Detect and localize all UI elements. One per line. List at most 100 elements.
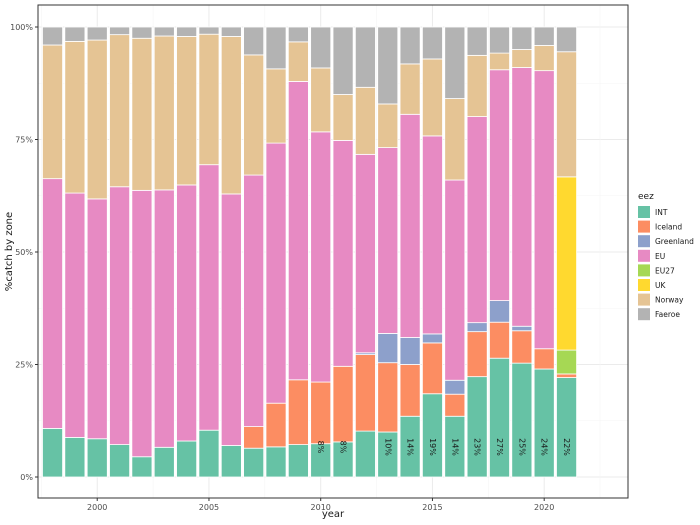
bar-eu-2000 xyxy=(86,198,108,440)
bar-int-2008 xyxy=(265,446,287,478)
data-label-2015: 19% xyxy=(428,438,437,456)
legend-key-norway xyxy=(638,293,650,306)
data-label-2018: 27% xyxy=(495,438,504,456)
bar-eu-2013 xyxy=(377,147,399,334)
bar-iceland-2012 xyxy=(354,354,376,432)
bar-iceland-2016 xyxy=(444,393,466,417)
bar-iceland-2013 xyxy=(377,362,399,433)
bar-int-2001 xyxy=(109,444,131,478)
bar-int-2018 xyxy=(489,357,510,478)
bar-iceland-2018 xyxy=(489,321,510,359)
bar-norway-2017 xyxy=(466,54,488,117)
bar-int-2002 xyxy=(131,456,153,478)
bar-norway-2011 xyxy=(332,94,354,141)
x-axis-title: year xyxy=(322,509,345,520)
bar-norway-1998 xyxy=(42,44,63,180)
legend-key-eu xyxy=(638,249,650,262)
bar-eu-2015 xyxy=(421,135,443,335)
bar-int-2021 xyxy=(556,377,577,478)
bar-int-2000 xyxy=(86,438,108,478)
bar-norway-2008 xyxy=(265,68,287,144)
legend-label-eu: EU xyxy=(655,252,665,261)
legend-key-faeroe xyxy=(638,308,650,321)
legend-title: eez xyxy=(638,192,654,202)
bar-int-2005 xyxy=(198,429,220,478)
bar-greenland-2014 xyxy=(399,337,421,365)
bar-eu27-2021 xyxy=(556,349,577,375)
y-tick-label: 50% xyxy=(15,248,33,257)
bar-iceland-2019 xyxy=(511,330,533,364)
bar-uk-2021 xyxy=(556,176,577,351)
bar-int-2009 xyxy=(287,444,309,478)
bar-norway-2018 xyxy=(489,52,510,71)
bar-iceland-2017 xyxy=(466,331,488,378)
bar-norway-2003 xyxy=(153,35,175,191)
bar-faeroe-2019 xyxy=(511,26,533,50)
bar-eu-2014 xyxy=(399,113,421,338)
bar-greenland-2015 xyxy=(421,333,443,344)
data-label-2016: 14% xyxy=(450,438,459,456)
bar-int-2017 xyxy=(466,376,488,478)
x-tick-label: 2005 xyxy=(199,503,219,512)
bar-eu-2017 xyxy=(466,116,488,324)
bar-faeroe-1999 xyxy=(64,26,86,42)
bar-eu-2003 xyxy=(153,189,175,448)
bar-greenland-2013 xyxy=(377,333,399,364)
data-label-2013: 10% xyxy=(383,438,392,456)
y-tick-label: 100% xyxy=(10,23,33,32)
bar-iceland-2014 xyxy=(399,364,421,417)
bar-faeroe-2020 xyxy=(533,26,555,46)
legend-label-norway: Norway xyxy=(655,296,684,305)
bar-norway-2021 xyxy=(556,51,577,178)
bar-int-1999 xyxy=(64,436,86,478)
y-tick-label: 0% xyxy=(20,473,33,482)
bar-int-2019 xyxy=(511,362,533,478)
bar-eu-2005 xyxy=(198,164,220,431)
bar-faeroe-2008 xyxy=(265,26,287,70)
bar-eu-2010 xyxy=(310,131,332,383)
data-label-2020: 24% xyxy=(540,438,549,456)
x-axis: 2000 2005 2010 2015 2020 xyxy=(87,498,554,512)
bar-int-2007 xyxy=(243,447,265,478)
data-label-2011: 8% xyxy=(339,441,348,454)
bar-eu-2009 xyxy=(287,81,309,381)
bar-eu-1998 xyxy=(42,178,63,429)
bar-eu-2019 xyxy=(511,67,533,327)
bar-greenland-2019 xyxy=(511,325,533,332)
bar-int-2004 xyxy=(176,440,198,478)
bar-iceland-2009 xyxy=(287,379,309,445)
bar-eu-2016 xyxy=(444,179,466,381)
legend-label-int: INT xyxy=(655,208,668,217)
bar-faeroe-2011 xyxy=(332,26,354,95)
bar-faeroe-2002 xyxy=(131,26,153,39)
bar-faeroe-2015 xyxy=(421,26,443,60)
bar-faeroe-2014 xyxy=(399,26,421,65)
bar-faeroe-2007 xyxy=(243,26,265,56)
bar-iceland-2007 xyxy=(243,426,265,449)
legend-key-uk xyxy=(638,279,650,291)
bar-eu-2018 xyxy=(489,69,510,302)
legend-label-eu27: EU27 xyxy=(655,266,675,275)
bar-int-2012 xyxy=(354,430,376,478)
bar-iceland-2020 xyxy=(533,348,555,370)
bar-eu-2002 xyxy=(131,189,153,458)
bar-faeroe-2004 xyxy=(176,26,198,37)
bar-norway-2000 xyxy=(86,39,108,200)
bar-norway-2004 xyxy=(176,36,198,186)
bar-eu-2011 xyxy=(332,139,354,367)
bar-norway-2005 xyxy=(198,33,220,166)
data-label-2017: 23% xyxy=(473,438,482,456)
x-tick-label: 2020 xyxy=(534,503,554,512)
bar-norway-2007 xyxy=(243,54,265,176)
bar-iceland-2021 xyxy=(556,373,577,378)
bar-iceland-2010 xyxy=(310,381,332,445)
bar-norway-2015 xyxy=(421,58,443,137)
y-tick-label: 25% xyxy=(15,361,33,370)
x-tick-label: 2000 xyxy=(87,503,107,512)
bar-faeroe-2016 xyxy=(444,26,466,99)
bar-norway-2019 xyxy=(511,49,533,68)
bar-norway-2006 xyxy=(220,36,242,195)
bar-faeroe-2001 xyxy=(109,26,131,36)
bar-eu-2008 xyxy=(265,142,287,404)
